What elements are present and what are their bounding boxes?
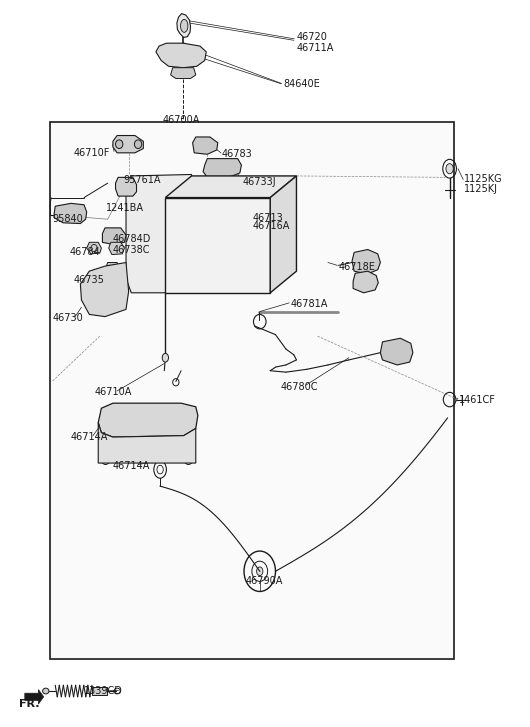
Text: 46720: 46720 bbox=[296, 33, 328, 42]
Polygon shape bbox=[102, 228, 126, 244]
Ellipse shape bbox=[135, 140, 142, 148]
Ellipse shape bbox=[178, 409, 190, 426]
Ellipse shape bbox=[110, 409, 122, 426]
Ellipse shape bbox=[181, 20, 188, 33]
Polygon shape bbox=[25, 690, 43, 704]
Text: 46781A: 46781A bbox=[290, 300, 328, 310]
Text: 46738C: 46738C bbox=[113, 245, 151, 255]
Polygon shape bbox=[54, 204, 87, 223]
Text: 46713: 46713 bbox=[252, 213, 283, 222]
Bar bbox=[50, 122, 454, 659]
Text: 95840: 95840 bbox=[52, 214, 83, 224]
Text: 1241BA: 1241BA bbox=[105, 204, 144, 214]
Text: 46784: 46784 bbox=[70, 246, 101, 257]
Text: 46783: 46783 bbox=[222, 149, 253, 159]
Text: 46718E: 46718E bbox=[339, 262, 375, 272]
Ellipse shape bbox=[116, 140, 123, 148]
Polygon shape bbox=[270, 176, 296, 293]
Text: 46710A: 46710A bbox=[94, 387, 132, 398]
Ellipse shape bbox=[127, 409, 139, 426]
Polygon shape bbox=[352, 249, 381, 274]
Ellipse shape bbox=[161, 409, 174, 426]
Polygon shape bbox=[105, 262, 121, 277]
Polygon shape bbox=[87, 242, 101, 254]
Text: FR.: FR. bbox=[19, 699, 39, 709]
Polygon shape bbox=[192, 137, 218, 154]
Polygon shape bbox=[156, 43, 206, 68]
Text: 46714A: 46714A bbox=[71, 432, 108, 442]
Polygon shape bbox=[177, 14, 190, 37]
Text: 46784D: 46784D bbox=[113, 234, 151, 244]
Text: 1125KJ: 1125KJ bbox=[464, 184, 498, 194]
Polygon shape bbox=[171, 68, 196, 79]
Polygon shape bbox=[165, 176, 296, 198]
Text: 46700A: 46700A bbox=[162, 115, 200, 124]
Text: 46735: 46735 bbox=[74, 275, 104, 285]
Ellipse shape bbox=[42, 688, 49, 694]
Polygon shape bbox=[381, 338, 413, 365]
Ellipse shape bbox=[144, 409, 157, 426]
Polygon shape bbox=[353, 271, 378, 293]
Polygon shape bbox=[98, 403, 198, 437]
Text: 46716A: 46716A bbox=[252, 222, 290, 231]
Ellipse shape bbox=[446, 164, 453, 174]
Ellipse shape bbox=[162, 353, 169, 362]
Polygon shape bbox=[116, 177, 137, 196]
Text: 46711A: 46711A bbox=[296, 42, 334, 52]
Text: 46730: 46730 bbox=[52, 313, 83, 323]
Polygon shape bbox=[165, 198, 270, 293]
Polygon shape bbox=[81, 262, 129, 316]
Polygon shape bbox=[98, 422, 196, 463]
Text: 46733J: 46733J bbox=[243, 177, 277, 188]
Text: 1125KG: 1125KG bbox=[464, 174, 503, 184]
Text: 46714A: 46714A bbox=[113, 461, 151, 471]
Text: 1461CF: 1461CF bbox=[459, 395, 496, 404]
Polygon shape bbox=[203, 158, 241, 177]
Ellipse shape bbox=[257, 567, 263, 576]
Polygon shape bbox=[109, 242, 125, 254]
Bar bbox=[92, 687, 107, 695]
Text: 46710F: 46710F bbox=[74, 148, 110, 158]
Text: 84640E: 84640E bbox=[284, 79, 320, 89]
Polygon shape bbox=[113, 135, 143, 153]
Polygon shape bbox=[126, 174, 191, 293]
Text: 46780C: 46780C bbox=[281, 382, 318, 392]
Text: 1339CD: 1339CD bbox=[84, 686, 123, 696]
Text: 46790A: 46790A bbox=[245, 577, 282, 587]
Polygon shape bbox=[100, 176, 412, 336]
Text: 95761A: 95761A bbox=[123, 175, 161, 185]
